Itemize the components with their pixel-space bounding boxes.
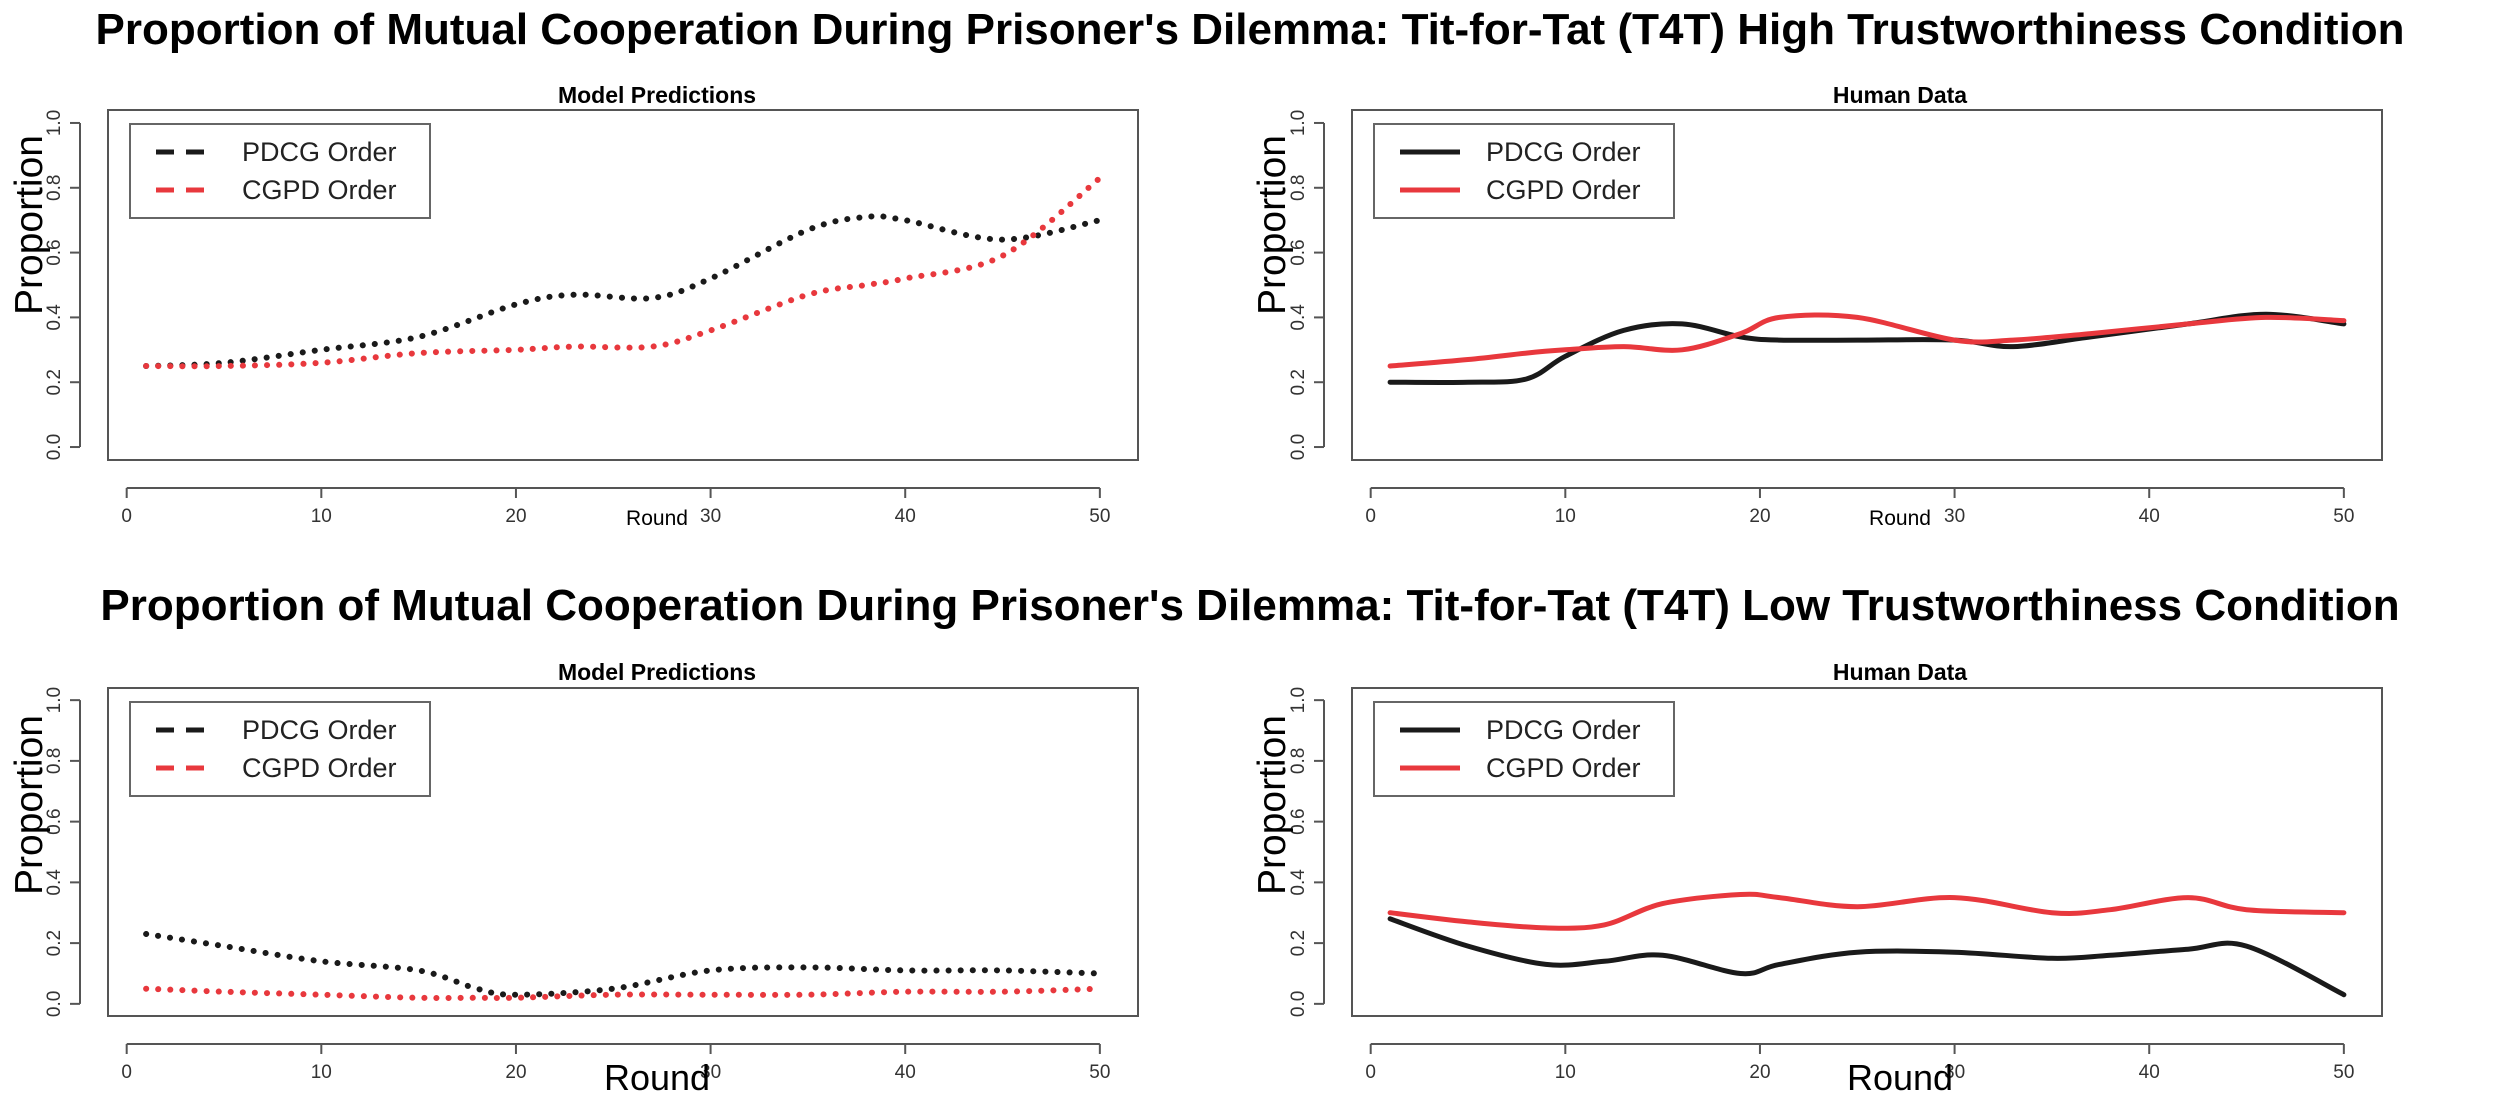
y-tick-label: 0.8 — [44, 175, 65, 201]
y-tick-label: 0.6 — [1288, 239, 1309, 265]
series-line-cgpd — [143, 175, 1103, 370]
x-tick-label: 40 — [895, 506, 916, 527]
series-line-cgpd — [1387, 891, 2347, 931]
y-tick-label: 0.2 — [44, 930, 65, 956]
panel-title: Human Data — [1833, 82, 1967, 108]
y-axis-label: Proportion — [8, 135, 51, 315]
x-tick-label: 10 — [1555, 506, 1576, 527]
legend-label: PDCG Order — [1486, 137, 1641, 167]
panel-title: Model Predictions — [558, 659, 756, 685]
plot-area: 0 10 20 30 40 50 0.0 0.2 0.4 0.6 0.8 1.0 PDCG Order C… — [1288, 109, 2383, 527]
section-title-low: Proportion of Mutual Cooperation During … — [100, 581, 2399, 630]
y-tick-label: 0.8 — [1288, 175, 1309, 201]
chart-low-model-predictions: Model Predictions 0 10 20 30 40 50 0.0 0.2 0.4 0.… — [8, 659, 1139, 1098]
x-tick-label: 10 — [311, 1062, 332, 1083]
y-tick-label: 0.2 — [1288, 930, 1309, 956]
x-tick-label: 40 — [2139, 506, 2160, 527]
plot-frame — [1351, 109, 2383, 461]
y-tick-label: 0.4 — [1288, 304, 1309, 331]
x-tick-label: 20 — [1749, 506, 1770, 527]
y-tick-label: 0.6 — [44, 239, 65, 265]
legend-label: CGPD Order — [242, 753, 397, 783]
plot-frame — [107, 687, 1139, 1017]
legend-label: PDCG Order — [242, 715, 397, 745]
y-tick-label: 0.0 — [1288, 434, 1309, 460]
x-tick-label: 0 — [1365, 506, 1376, 527]
y-tick-label: 0.4 — [44, 869, 65, 896]
y-axis-label: Proportion — [1251, 715, 1294, 895]
series-line-pdcg — [143, 931, 1103, 998]
x-tick-label: 0 — [121, 1062, 132, 1083]
x-tick-label: 50 — [2333, 506, 2354, 527]
legend: PDCG Order CGPD Order — [129, 701, 431, 797]
legend: PDCG Order CGPD Order — [1373, 701, 1675, 797]
x-tick-label: 0 — [1365, 1062, 1376, 1083]
legend-label: PDCG Order — [242, 137, 397, 167]
x-tick-label: 40 — [2139, 1062, 2160, 1083]
x-tick-label: 40 — [895, 1062, 916, 1083]
x-axis-label: Round — [626, 507, 688, 530]
legend: PDCG Order CGPD Order — [1373, 123, 1675, 219]
x-tick-label: 50 — [2333, 1062, 2354, 1083]
legend-box — [129, 701, 431, 797]
x-tick-label: 10 — [1555, 1062, 1576, 1083]
x-tick-label: 30 — [1944, 1062, 1965, 1083]
legend-label: CGPD Order — [242, 175, 397, 205]
y-tick-label: 1.0 — [44, 110, 65, 136]
x-tick-label: 20 — [1749, 1062, 1770, 1083]
x-axis-label: Round — [1869, 507, 1931, 530]
y-tick-label: 0.0 — [44, 991, 65, 1017]
series-line-pdcg — [1387, 916, 2347, 998]
x-tick-label: 20 — [505, 1062, 526, 1083]
panel-title: Human Data — [1833, 659, 1967, 685]
legend-label: PDCG Order — [1486, 715, 1641, 745]
x-tick-label: 50 — [1089, 1062, 1110, 1083]
y-tick-label: 0.6 — [44, 808, 65, 834]
x-tick-label: 0 — [121, 506, 132, 527]
plot-area: 0 10 20 30 40 50 0.0 0.2 0.4 0.6 0.8 1.0 PDCG Order C… — [44, 687, 1139, 1083]
legend-box — [129, 123, 431, 219]
y-tick-label: 0.4 — [1288, 869, 1309, 896]
x-axis-label: Round — [604, 1057, 710, 1098]
section-title-high: Proportion of Mutual Cooperation During … — [95, 5, 2404, 54]
chart-low-human-data: Human Data 0 10 20 30 40 50 0.0 0.2 0.4 0.6 0.8 1.0… — [1251, 659, 2383, 1098]
series-line-cgpd — [143, 985, 1103, 1002]
legend-label: CGPD Order — [1486, 753, 1641, 783]
y-tick-label: 0.8 — [44, 748, 65, 774]
x-tick-label: 20 — [505, 506, 526, 527]
x-tick-label: 30 — [700, 506, 721, 527]
x-tick-label: 30 — [700, 1062, 721, 1083]
plot-area: 0 10 20 30 40 50 0.0 0.2 0.4 0.6 0.8 1.0 PDCG Order C… — [1288, 687, 2383, 1083]
y-tick-label: 0.4 — [44, 304, 65, 331]
y-tick-label: 1.0 — [1288, 110, 1309, 136]
legend-box — [1373, 123, 1675, 219]
y-tick-label: 0.0 — [44, 434, 65, 460]
series-line-pdcg — [143, 213, 1103, 369]
x-tick-label: 30 — [1944, 506, 1965, 527]
y-tick-label: 1.0 — [44, 687, 65, 713]
y-tick-label: 0.2 — [1288, 369, 1309, 395]
legend-box — [1373, 701, 1675, 797]
plot-frame — [1351, 687, 2383, 1017]
y-tick-label: 0.0 — [1288, 991, 1309, 1017]
y-tick-label: 1.0 — [1288, 687, 1309, 713]
y-axis-label: Proportion — [8, 715, 51, 895]
y-tick-label: 0.6 — [1288, 808, 1309, 834]
y-tick-label: 0.2 — [44, 369, 65, 395]
legend-label: CGPD Order — [1486, 175, 1641, 205]
x-tick-label: 10 — [311, 506, 332, 527]
plot-area: 0 10 20 30 40 50 0.0 0.2 0.4 0.6 0.8 1.0 PDCG Order C… — [44, 109, 1139, 527]
y-axis-label: Proportion — [1251, 135, 1294, 315]
y-tick-label: 0.8 — [1288, 748, 1309, 774]
chart-high-human-data: Human Data 0 10 20 30 40 50 0.0 0.2 0.4 0.6 0.8 1.0… — [1251, 82, 2383, 530]
x-axis-label: Round — [1847, 1057, 1953, 1098]
series-line-cgpd — [1387, 312, 2347, 369]
x-tick-label: 50 — [1089, 506, 1110, 527]
legend: PDCG Order CGPD Order — [129, 123, 431, 219]
panel-title: Model Predictions — [558, 82, 756, 108]
plot-frame — [107, 109, 1139, 461]
chart-high-model-predictions: Model Predictions 0 10 20 30 40 50 0.0 0.2 0.4 0.… — [8, 82, 1139, 530]
